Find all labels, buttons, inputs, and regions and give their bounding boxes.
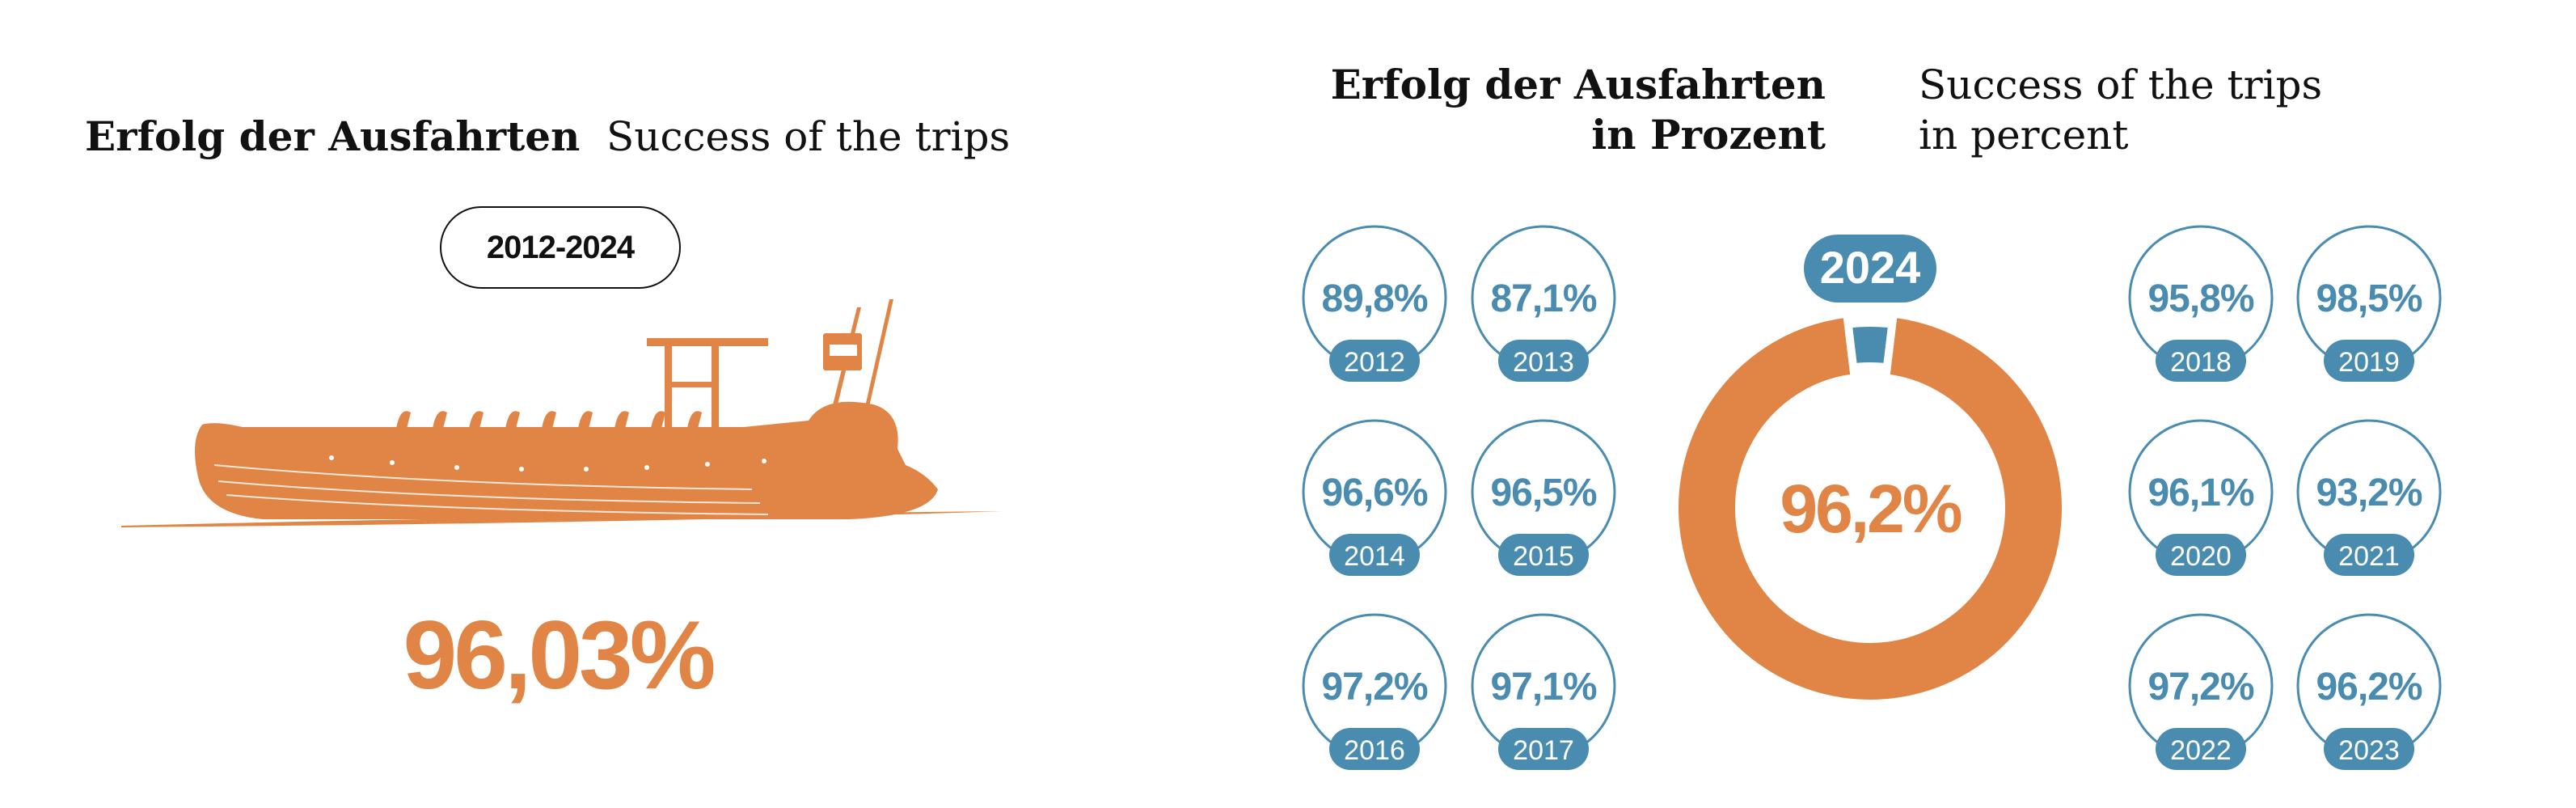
year-ring-2015: 96,5% 2015	[1471, 419, 1616, 576]
period-badge: 2012-2024	[440, 206, 681, 289]
donut-2024-success-arc	[1679, 317, 2062, 700]
year-badge	[1498, 728, 1589, 770]
boat-illustration	[121, 299, 1003, 527]
year-value-label: 96,2%	[2316, 666, 2422, 709]
year-label: 2021	[2338, 541, 2400, 572]
left-title-de: Erfolg der Ausfahrten	[85, 112, 581, 160]
year-value-label: 93,2%	[2316, 472, 2422, 514]
year-label: 2022	[2170, 735, 2232, 766]
year-label: 2023	[2338, 735, 2400, 766]
year-ring-2017: 97,1% 2017	[1471, 613, 1616, 770]
year-value-label: 97,1%	[1490, 666, 1596, 709]
overall-success-value: 96,03%	[403, 601, 716, 709]
year-ring-2020: 96,1% 2020	[2128, 419, 2274, 576]
year-value-label: 95,8%	[2147, 277, 2253, 320]
right-title-de-line2: in Prozent	[1591, 111, 1826, 159]
donut-2024-year-label: 2024	[1820, 242, 1921, 293]
year-badge	[1329, 534, 1420, 576]
year-ring-2014: 96,6% 2014	[1302, 419, 1447, 576]
year-ring-2018: 95,8% 2018	[2128, 225, 2274, 382]
year-label: 2014	[1344, 541, 1405, 572]
year-label: 2019	[2338, 347, 2400, 378]
year-value-label: 98,5%	[2316, 277, 2422, 320]
year-badge	[2324, 340, 2414, 382]
right-title-en-line1: Success of the trips	[1919, 61, 2323, 108]
year-ring-2022: 97,2% 2022	[2128, 613, 2274, 770]
year-badge	[1329, 728, 1420, 770]
year-ring-2012: 89,8% 2012	[1302, 225, 1447, 382]
year-label: 2017	[1513, 735, 1574, 766]
year-value-label: 97,2%	[2147, 666, 2253, 709]
year-value-label: 96,6%	[1321, 472, 1427, 514]
year-badge	[1498, 534, 1589, 576]
year-label: 2016	[1344, 735, 1405, 766]
year-value-label: 87,1%	[1490, 277, 1596, 320]
donut-2024-value-label: 96,2%	[1780, 471, 1961, 547]
year-label: 2020	[2170, 541, 2232, 572]
right-title-de-line1: Erfolg der Ausfahrten	[1330, 61, 1826, 108]
year-badge	[1329, 340, 1420, 382]
year-ring-2019: 98,5% 2019	[2296, 225, 2442, 382]
year-badge	[2156, 534, 2246, 576]
year-badge	[2156, 728, 2246, 770]
year-ring-2023: 96,2% 2023	[2296, 613, 2442, 770]
year-ring-2021: 93,2% 2021	[2296, 419, 2442, 576]
donut-separator	[1843, 315, 1859, 376]
year-label: 2018	[2170, 347, 2232, 378]
left-title-en: Success of the trips	[606, 113, 1011, 160]
year-value-label: 89,8%	[1321, 277, 1427, 320]
year-value-label: 97,2%	[1321, 666, 1427, 709]
year-value-label: 96,1%	[2147, 472, 2253, 514]
year-ring-2016: 97,2% 2016	[1302, 613, 1447, 770]
year-ring-2013: 87,1% 2013	[1471, 225, 1616, 382]
year-badge	[1498, 340, 1589, 382]
year-badge	[2324, 728, 2414, 770]
year-label: 2013	[1513, 347, 1574, 378]
year-badge	[2324, 534, 2414, 576]
year-label: 2015	[1513, 541, 1574, 572]
year-label: 2012	[1344, 347, 1405, 378]
donut-2024-year-badge	[1804, 235, 1936, 302]
donut-separator	[1881, 315, 1898, 376]
year-badge	[2156, 340, 2246, 382]
year-value-label: 96,5%	[1490, 472, 1596, 514]
right-title-en-line2: in percent	[1919, 112, 2129, 159]
